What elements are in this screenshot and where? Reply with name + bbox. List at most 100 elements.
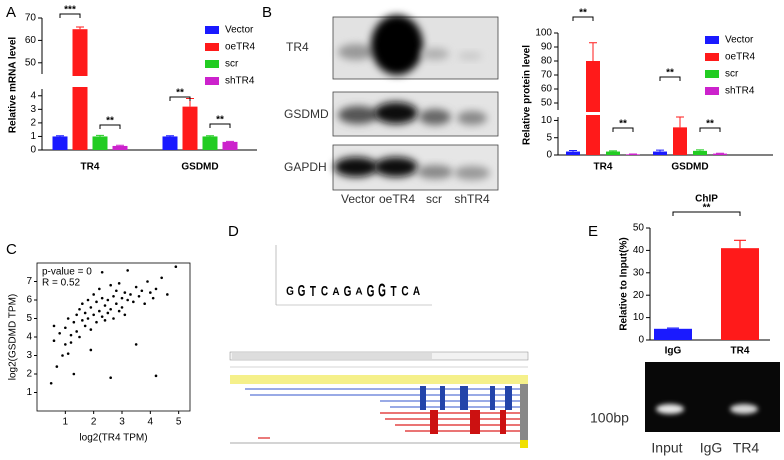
point bbox=[160, 276, 163, 280]
significance-label: *** bbox=[64, 5, 76, 16]
significance-bracket bbox=[699, 127, 721, 132]
legend-label: shTR4 bbox=[725, 86, 755, 97]
legend-swatch bbox=[205, 60, 219, 68]
point bbox=[92, 293, 95, 296]
band bbox=[374, 102, 418, 124]
y-tick-label: 80 bbox=[541, 56, 553, 67]
panel-label: B bbox=[262, 4, 272, 21]
point bbox=[174, 265, 178, 269]
point bbox=[72, 320, 76, 324]
y-tick-label: 50 bbox=[541, 98, 553, 109]
significance-label: ** bbox=[176, 88, 184, 99]
legend-label: Vector bbox=[725, 35, 754, 46]
bar bbox=[202, 136, 218, 150]
significance-bracket bbox=[209, 123, 231, 128]
point bbox=[98, 287, 101, 291]
bar bbox=[566, 151, 580, 155]
point bbox=[109, 376, 112, 380]
band bbox=[374, 157, 418, 177]
x-tick-label: 4 bbox=[148, 417, 154, 428]
legend-swatch bbox=[205, 43, 219, 51]
motif-letter: C bbox=[401, 283, 408, 299]
x-tick-label: IgG bbox=[665, 346, 682, 357]
motif-letter: G bbox=[378, 282, 386, 302]
y-tick-label: 2 bbox=[30, 118, 36, 129]
point bbox=[154, 374, 158, 378]
point bbox=[95, 300, 98, 304]
significance-bracket bbox=[672, 211, 741, 216]
lane-label: TR4 bbox=[733, 440, 760, 456]
point bbox=[86, 298, 90, 302]
y-tick-label: 4 bbox=[30, 90, 36, 101]
significance-bracket bbox=[99, 124, 121, 129]
gel-band bbox=[730, 404, 758, 414]
error-bar bbox=[166, 135, 174, 137]
gel-band bbox=[656, 404, 684, 414]
legend-label: shTR4 bbox=[225, 76, 255, 87]
panel-label: A bbox=[6, 4, 16, 21]
band bbox=[457, 111, 487, 125]
protein-label: TR4 bbox=[286, 40, 309, 54]
point bbox=[112, 317, 115, 320]
point bbox=[83, 311, 87, 315]
point bbox=[55, 365, 59, 368]
legend-label: oeTR4 bbox=[725, 52, 755, 63]
x-axis-label: log2(TR4 TPM) bbox=[79, 433, 147, 444]
motif-letter: T bbox=[390, 282, 396, 300]
exon bbox=[460, 386, 468, 410]
motif-letter: A bbox=[355, 287, 362, 298]
point bbox=[78, 307, 81, 311]
point bbox=[146, 280, 149, 283]
error-bar bbox=[569, 150, 577, 152]
point bbox=[52, 324, 56, 328]
axis-break-gap bbox=[557, 112, 779, 115]
motif-letter: G bbox=[367, 281, 375, 301]
lane-label: oeTR4 bbox=[379, 192, 415, 206]
error-bar bbox=[116, 144, 124, 146]
motif-letter: G bbox=[344, 282, 352, 300]
point bbox=[66, 317, 70, 320]
y-tick-label: 4 bbox=[26, 332, 32, 343]
bar bbox=[222, 141, 238, 150]
point bbox=[69, 333, 73, 337]
error-bar bbox=[696, 149, 704, 151]
point bbox=[81, 302, 84, 306]
band bbox=[421, 48, 449, 60]
point bbox=[120, 306, 124, 309]
x-tick-label: 3 bbox=[119, 417, 125, 428]
point bbox=[149, 291, 152, 294]
point bbox=[78, 335, 81, 339]
error-bar bbox=[206, 135, 214, 137]
point bbox=[95, 320, 98, 324]
y-tick-label: 1 bbox=[30, 131, 36, 142]
significance-bracket bbox=[169, 96, 191, 101]
y-axis-label: Relative mRNA level bbox=[8, 37, 19, 134]
y-tick-label: 0 bbox=[30, 145, 36, 156]
y-tick-label: 30 bbox=[633, 267, 645, 278]
point bbox=[112, 295, 115, 298]
bar bbox=[92, 136, 108, 150]
point bbox=[126, 269, 129, 272]
motif-letter: A bbox=[332, 285, 340, 298]
point bbox=[64, 343, 67, 346]
y-tick-label: 40 bbox=[633, 245, 645, 256]
point bbox=[69, 341, 73, 344]
error-bar bbox=[589, 42, 597, 61]
significance-label: ** bbox=[706, 119, 714, 130]
significance-label: ** bbox=[216, 115, 224, 126]
bar bbox=[713, 153, 727, 155]
panel-label: C bbox=[6, 241, 17, 258]
x-tick-label: TR4 bbox=[594, 162, 613, 173]
point bbox=[61, 354, 64, 357]
point bbox=[75, 313, 78, 317]
legend-swatch bbox=[705, 87, 719, 95]
y-tick-label: 70 bbox=[541, 70, 553, 81]
bar bbox=[586, 61, 600, 155]
band bbox=[454, 166, 490, 180]
track-bar bbox=[520, 384, 528, 440]
exon bbox=[500, 410, 506, 434]
chart-title: ChIP bbox=[695, 194, 718, 205]
y-tick-label: 0 bbox=[638, 335, 644, 346]
point bbox=[92, 313, 95, 317]
